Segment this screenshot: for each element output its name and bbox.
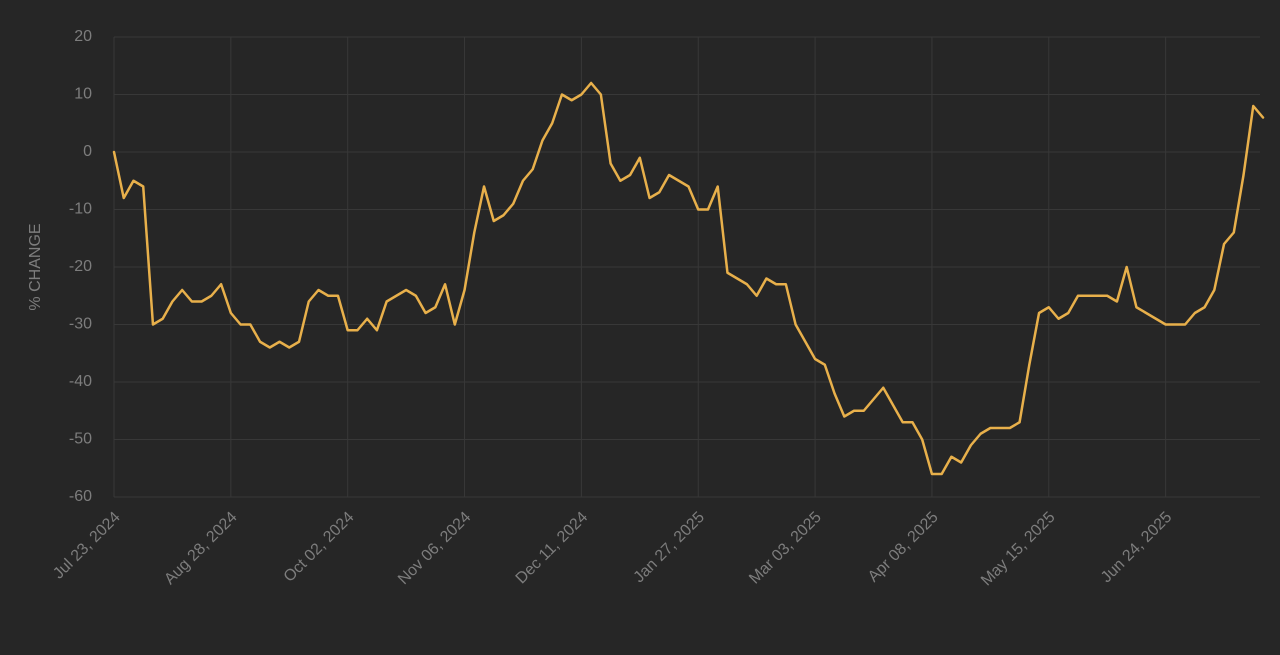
y-tick-label: 10: [74, 86, 92, 103]
y-tick-label: -40: [69, 373, 92, 390]
y-tick-label: -30: [69, 316, 92, 333]
y-tick-label: -60: [69, 488, 92, 505]
y-tick-label: -50: [69, 431, 92, 448]
y-axis-label: % CHANGE: [27, 223, 44, 310]
y-tick-label: -20: [69, 258, 92, 275]
y-tick-label: 20: [74, 28, 92, 45]
line-series: [112, 81, 1265, 476]
y-tick-label: 0: [83, 143, 92, 160]
y-tick-label: -10: [69, 201, 92, 218]
